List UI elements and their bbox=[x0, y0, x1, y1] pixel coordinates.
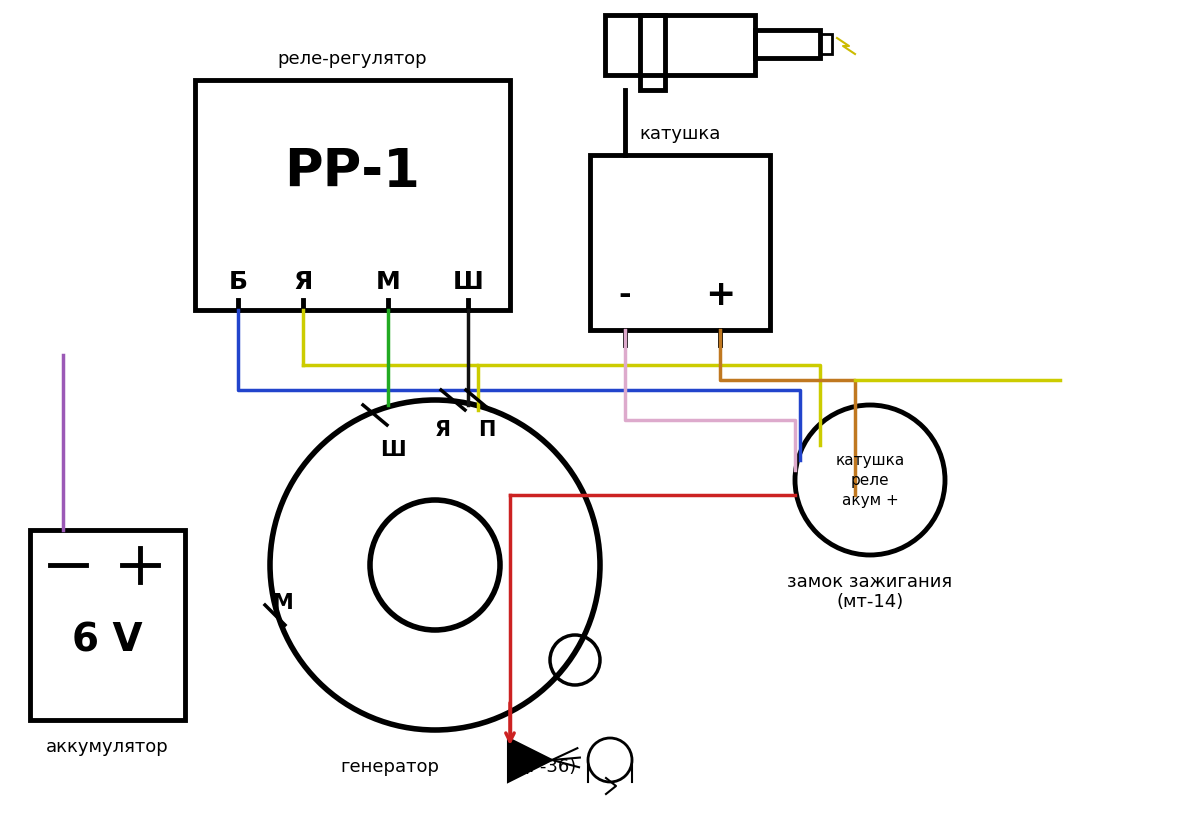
Text: Ш: Ш bbox=[452, 270, 483, 294]
Text: М: М bbox=[272, 593, 292, 613]
Text: замок зажигания: замок зажигания bbox=[787, 573, 953, 591]
Text: Б: Б bbox=[229, 270, 247, 294]
Text: (Г-36): (Г-36) bbox=[523, 758, 577, 776]
Text: генератор: генератор bbox=[340, 758, 439, 776]
Text: катушка: катушка bbox=[640, 125, 721, 143]
Text: реле: реле bbox=[851, 473, 889, 488]
Text: РР-1: РР-1 bbox=[285, 146, 421, 198]
Text: акум +: акум + bbox=[841, 493, 899, 508]
Text: реле-регулятор: реле-регулятор bbox=[278, 50, 428, 68]
Text: 6 V: 6 V bbox=[72, 621, 143, 659]
Polygon shape bbox=[508, 738, 552, 782]
Text: М: М bbox=[376, 270, 401, 294]
Text: П: П bbox=[478, 420, 496, 440]
Text: аккумулятор: аккумулятор bbox=[46, 738, 168, 756]
Text: -: - bbox=[618, 281, 631, 309]
Text: Я: Я bbox=[435, 420, 451, 440]
Text: катушка: катушка bbox=[835, 453, 905, 468]
Text: Я: Я bbox=[293, 270, 312, 294]
Text: Ш: Ш bbox=[380, 440, 405, 460]
Text: (мт-14): (мт-14) bbox=[836, 593, 904, 611]
Text: +: + bbox=[704, 278, 735, 312]
